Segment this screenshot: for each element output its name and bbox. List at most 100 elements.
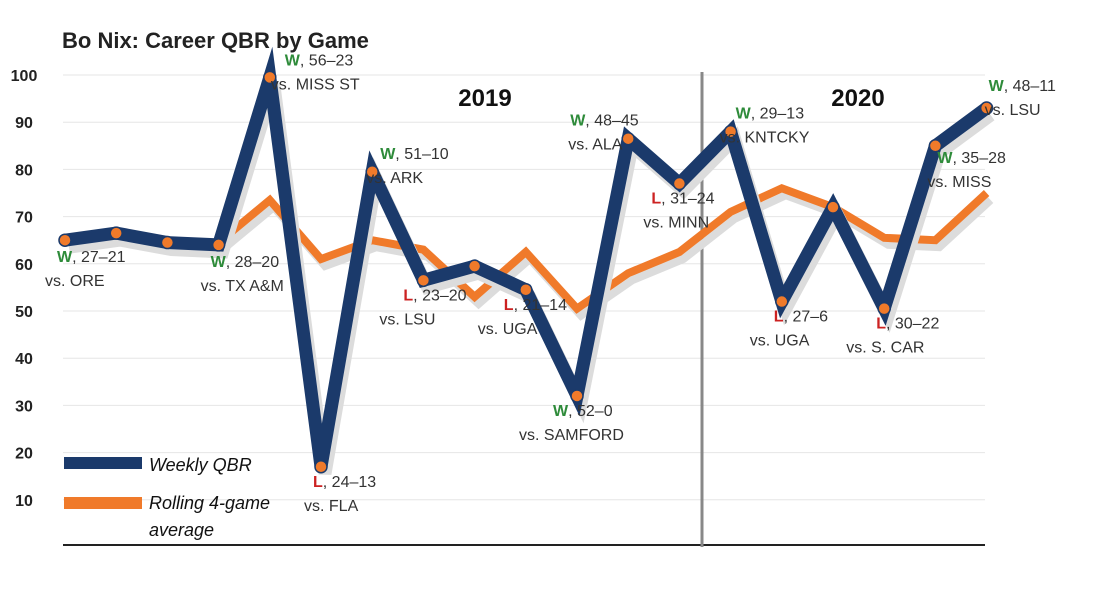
score-text: , 48–11: [1004, 78, 1056, 95]
qbr-point: [160, 235, 175, 250]
opponent-label: vs. LSU: [379, 311, 435, 328]
game-result-label: W, 35–28: [937, 150, 1006, 167]
game-result-label: W, 51–10: [380, 146, 449, 163]
qbr-point: [877, 301, 891, 316]
opponent-label: vs. TX A&M: [201, 278, 284, 295]
result-letter: W: [736, 106, 752, 123]
game-result-label: W, 29–13: [736, 106, 805, 123]
qbr-point: [58, 233, 72, 247]
result-letter: W: [553, 403, 569, 420]
score-text: , 48–45: [585, 113, 638, 130]
game-result-label: L, 24–13: [313, 474, 376, 491]
game-result-label: W, 28–20: [211, 254, 280, 271]
season-label-2019: 2019: [458, 85, 511, 112]
qbr-point: [416, 273, 431, 288]
score-text: , 52–0: [568, 403, 613, 420]
opponent-label: vs. ARK: [366, 170, 423, 187]
result-letter: W: [989, 78, 1005, 95]
score-text: , 30–22: [886, 316, 939, 333]
points-layer: [58, 70, 994, 474]
qbr-point: [314, 460, 328, 474]
y-tick-label: 30: [15, 398, 33, 415]
season-label-2020: 2020: [831, 85, 884, 112]
result-letter: W: [211, 254, 227, 271]
game-result-label: W, 52–0: [553, 403, 613, 420]
result-letter: W: [380, 146, 396, 163]
y-tick-label: 70: [15, 210, 33, 227]
qbr-point: [519, 283, 533, 297]
score-text: , 28–20: [226, 254, 279, 271]
qbr-point: [672, 176, 687, 191]
weekly-qbr-line: [64, 46, 991, 468]
legend-label-rolling-average-line2: average: [149, 520, 214, 540]
y-tick-label: 60: [15, 257, 33, 274]
y-axis-ticks: 10 20 30 40 50 60 70 80 90 100: [11, 68, 38, 510]
opponent-label: vs. KNTCKY: [720, 130, 810, 147]
qbr-point: [775, 294, 789, 309]
result-letter: L: [876, 316, 886, 333]
qbr-point: [263, 70, 277, 85]
legend-swatch-rolling-average: [64, 497, 142, 509]
score-text: , 24–13: [323, 474, 376, 491]
y-tick-label: 90: [15, 115, 33, 132]
game-result-label: L, 23–20: [403, 287, 466, 304]
qbr-point: [826, 200, 840, 214]
game-result-label: L, 30–22: [876, 316, 939, 333]
opponent-label: vs. MISS: [927, 174, 991, 191]
opponent-label: vs. S. CAR: [846, 340, 924, 357]
score-text: , 35–28: [953, 150, 1006, 167]
result-letter: W: [570, 113, 586, 130]
opponent-label: vs. ORE: [45, 273, 105, 290]
legend: Weekly QBR Rolling 4-game average: [64, 455, 270, 540]
opponent-label: vs. LSU: [985, 102, 1041, 119]
score-text: , 51–10: [395, 146, 448, 163]
y-tick-label: 20: [15, 446, 33, 463]
game-result-label: L, 31–24: [651, 191, 714, 208]
chart-title: Bo Nix: Career QBR by Game: [62, 28, 369, 53]
qbr-point: [365, 165, 379, 179]
result-letter: L: [504, 297, 514, 314]
game-result-label: L, 21–14: [504, 297, 567, 314]
game-result-label: W, 48–11: [989, 78, 1056, 95]
qbr-point: [570, 389, 584, 403]
opponent-label: vs. UGA: [750, 333, 810, 350]
score-text: , 56–23: [300, 52, 353, 69]
opponent-label: vs. MINN: [643, 215, 709, 232]
qbr-point: [979, 101, 994, 115]
opponent-label: vs. MISS ST: [271, 76, 360, 93]
result-letter: W: [57, 249, 73, 266]
score-text: , 29–13: [751, 106, 804, 123]
legend-label-weekly-qbr: Weekly QBR: [149, 455, 252, 475]
y-tick-label: 100: [11, 68, 38, 85]
game-result-label: W, 27–21: [57, 249, 126, 266]
game-result-label: L, 27–6: [774, 309, 828, 326]
result-letter: L: [313, 474, 323, 491]
score-text: , 27–21: [72, 249, 125, 266]
y-tick-label: 10: [15, 493, 33, 510]
qbr-point: [211, 238, 226, 252]
game-result-label: W, 56–23: [285, 52, 354, 69]
result-letter: L: [774, 309, 784, 326]
opponent-label: vs. FLA: [304, 498, 359, 515]
series-layer: [64, 46, 995, 475]
qbr-point: [467, 259, 482, 273]
qbr-point: [621, 131, 635, 146]
qbr-point: [723, 124, 738, 139]
score-text: , 27–6: [784, 309, 829, 326]
result-letter: W: [937, 150, 953, 167]
opponent-label: vs. ALA: [568, 137, 623, 154]
qbr-point: [109, 226, 123, 240]
legend-label-rolling-average: Rolling 4-game: [149, 493, 270, 513]
y-tick-label: 80: [15, 162, 33, 179]
y-tick-label: 50: [15, 304, 33, 321]
result-letter: L: [403, 287, 413, 304]
result-letter: W: [285, 52, 301, 69]
y-tick-label: 40: [15, 351, 33, 368]
legend-swatch-weekly-qbr: [64, 457, 142, 469]
score-text: , 31–24: [661, 191, 714, 208]
result-letter: L: [651, 191, 661, 208]
opponent-label: vs. UGA: [478, 321, 538, 338]
score-text: , 23–20: [413, 287, 466, 304]
